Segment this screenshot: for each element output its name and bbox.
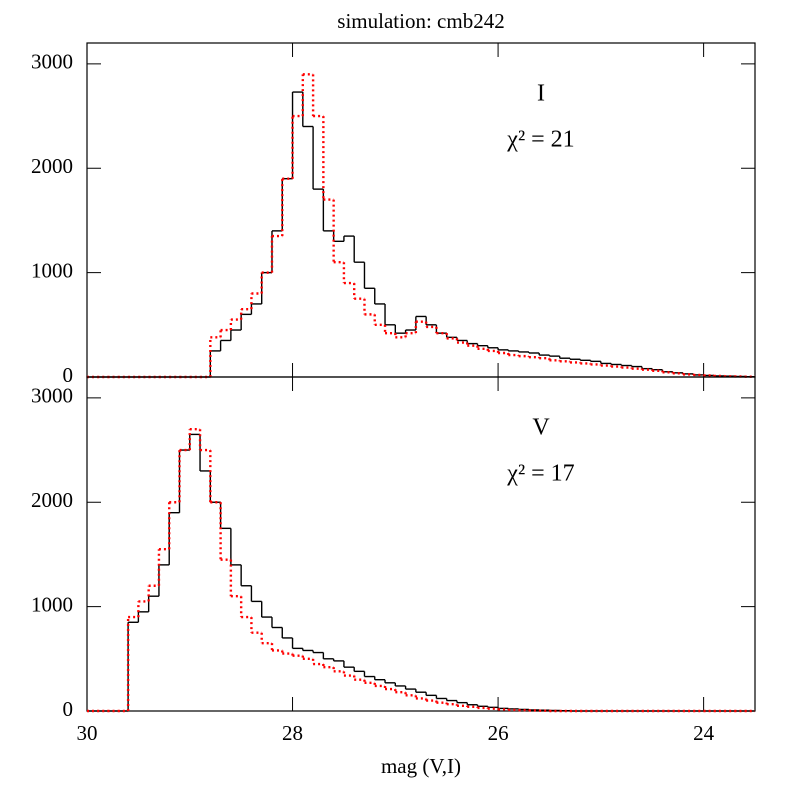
x-axis-label: mag (V,I) <box>381 754 461 778</box>
y-tick-label: 3000 <box>31 50 73 74</box>
x-tick-label: 28 <box>282 721 303 745</box>
step-riser <box>126 429 551 711</box>
x-tick-label: 24 <box>693 721 715 745</box>
annotation: χ² = 21 <box>506 127 574 153</box>
annotation: χ² = 17 <box>506 461 574 487</box>
y-tick-label: 2000 <box>31 154 73 178</box>
y-tick-label: 3000 <box>31 384 73 408</box>
y-tick-label: 1000 <box>31 258 73 282</box>
x-tick-label: 30 <box>77 721 98 745</box>
y-tick-label: 0 <box>63 697 74 721</box>
plot-frame <box>86 42 756 378</box>
y-tick-label: 2000 <box>31 488 73 512</box>
y-tick-label: 1000 <box>31 592 73 616</box>
chart-title: simulation: cmb242 <box>337 9 504 33</box>
step-riser <box>209 74 746 377</box>
step-riser <box>127 434 571 711</box>
plot-frame <box>86 376 756 712</box>
annotation: V <box>532 415 550 441</box>
y-tick-label: 0 <box>63 363 74 387</box>
annotation: I <box>537 81 545 107</box>
step-riser <box>209 92 746 377</box>
x-tick-label: 26 <box>488 721 509 745</box>
